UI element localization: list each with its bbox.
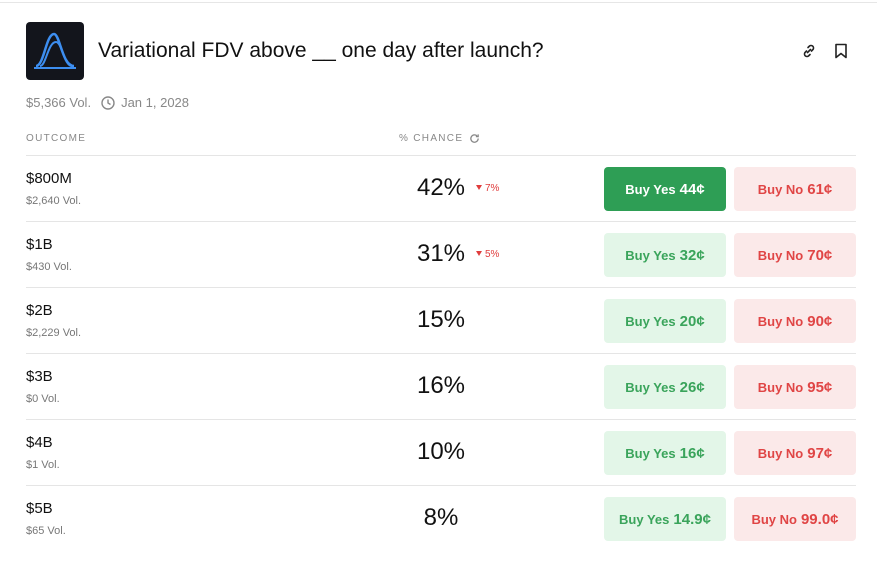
end-date: Jan 1, 2028: [121, 95, 190, 110]
outcome-row: $800M $2,640 Vol. 42% 7% Buy Yes 44¢ Buy No 61¢: [26, 155, 856, 221]
chance: 8%: [423, 504, 459, 531]
outcome-row: $3B $0 Vol. 16% Buy Yes 26¢ Buy No 95¢: [26, 353, 856, 419]
chance-change: 7%: [476, 183, 499, 194]
outcome-name: $4B: [26, 434, 53, 451]
chance: 42%: [416, 174, 466, 201]
buy-yes-button[interactable]: Buy Yes 26¢: [604, 365, 726, 409]
buy-no-button[interactable]: Buy No 97¢: [734, 431, 856, 475]
button-price: 70¢: [807, 246, 833, 264]
button-price: 20¢: [679, 312, 705, 330]
chance: 15%: [416, 306, 466, 333]
button-price: 97¢: [807, 444, 833, 462]
button-price: 61¢: [807, 180, 833, 198]
outcome-name: $800M: [26, 170, 72, 187]
outcome-name: $5B: [26, 500, 53, 517]
button-price: 95¢: [807, 378, 833, 396]
button-label: Buy Yes: [625, 247, 676, 263]
outcome-row: $1B $430 Vol. 31% 5% Buy Yes 32¢ Buy No 70¢: [26, 221, 856, 287]
column-header: % CHANCE: [399, 133, 464, 144]
buy-no-button[interactable]: Buy No 99.0¢: [734, 497, 856, 541]
outcome-volume: $430 Vol.: [26, 261, 72, 273]
outcome-name: $2B: [26, 302, 53, 319]
button-price: 44¢: [679, 180, 705, 198]
button-price: 14.9¢: [673, 510, 711, 528]
market-logo: [26, 22, 84, 80]
button-price: 32¢: [679, 246, 705, 264]
button-label: Buy No: [757, 181, 804, 197]
buy-no-button[interactable]: Buy No 90¢: [734, 299, 856, 343]
chance: 31%: [416, 240, 466, 267]
refresh-icon[interactable]: [469, 133, 480, 144]
column-header: OUTCOME: [26, 133, 87, 144]
button-price: 99.0¢: [800, 510, 839, 528]
outcome-row: $4B $1 Vol. 10% Buy Yes 16¢ Buy No 97¢: [26, 419, 856, 485]
buy-yes-button[interactable]: Buy Yes 44¢: [604, 167, 726, 211]
buy-yes-button[interactable]: Buy Yes 20¢: [604, 299, 726, 343]
button-label: Buy Yes: [625, 313, 676, 329]
outcome-name: $3B: [26, 368, 53, 385]
button-label: Buy No: [757, 379, 804, 395]
outcome-volume: $2,640 Vol.: [26, 195, 82, 207]
button-label: Buy Yes: [619, 511, 670, 527]
total-volume: $5,366 Vol.: [26, 95, 92, 110]
market-meta: $5,366 Vol. Jan 1, 2028: [26, 95, 189, 110]
buy-no-button[interactable]: Buy No 70¢: [734, 233, 856, 277]
chance: 16%: [416, 372, 466, 399]
button-price: 90¢: [807, 312, 833, 330]
outcome-row: $5B $65 Vol. 8% Buy Yes 14.9¢ Buy No 99.0¢: [26, 485, 856, 551]
outcome-volume: $65 Vol.: [26, 525, 66, 537]
button-label: Buy Yes: [625, 181, 676, 197]
outcome-list: $800M $2,640 Vol. 42% 7% Buy Yes 44¢ Buy No 61¢…: [26, 155, 856, 551]
bookmark-icon[interactable]: [834, 43, 848, 59]
button-price: 26¢: [679, 378, 705, 396]
button-label: Buy No: [757, 247, 804, 263]
outcome-row: $2B $2,229 Vol. 15% Buy Yes 20¢ Buy No 90¢: [26, 287, 856, 353]
buy-no-button[interactable]: Buy No 95¢: [734, 365, 856, 409]
outcome-volume: $0 Vol.: [26, 393, 60, 405]
column-header-chance: % CHANCE: [399, 133, 480, 144]
button-label: Buy No: [757, 313, 804, 329]
link-icon[interactable]: [801, 43, 817, 59]
button-label: Buy Yes: [625, 379, 676, 395]
buy-no-button[interactable]: Buy No 61¢: [734, 167, 856, 211]
button-price: 16¢: [679, 444, 705, 462]
outcome-volume: $2,229 Vol.: [26, 327, 82, 339]
clock-icon: [101, 95, 115, 110]
market-title: Variational FDV above __ one day after l…: [98, 39, 544, 62]
button-label: Buy No: [757, 445, 804, 461]
outcome-volume: $1 Vol.: [26, 459, 60, 471]
button-label: Buy Yes: [625, 445, 676, 461]
buy-yes-button[interactable]: Buy Yes 32¢: [604, 233, 726, 277]
buy-yes-button[interactable]: Buy Yes 16¢: [604, 431, 726, 475]
chance-change: 5%: [476, 249, 499, 260]
outcome-name: $1B: [26, 236, 53, 253]
button-label: Buy No: [751, 511, 797, 527]
chance: 10%: [416, 438, 466, 465]
buy-yes-button[interactable]: Buy Yes 14.9¢: [604, 497, 726, 541]
